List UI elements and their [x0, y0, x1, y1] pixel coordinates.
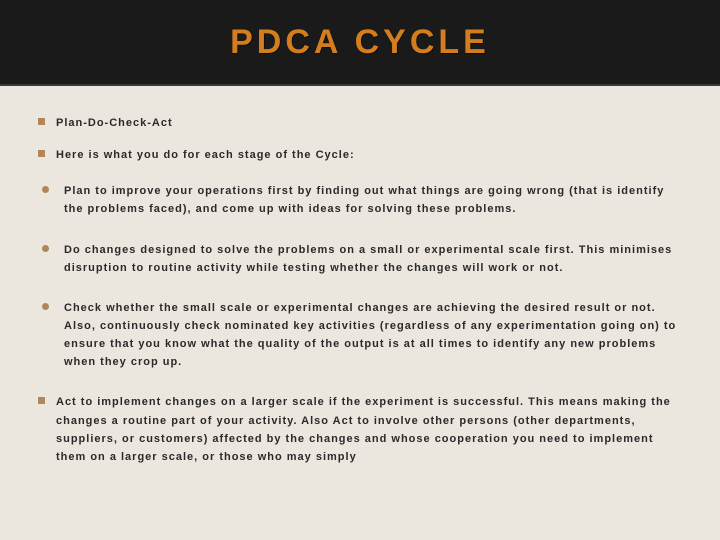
- intro-item: Plan-Do-Check-Act: [34, 114, 686, 132]
- slide-content: Plan-Do-Check-Act Here is what you do fo…: [0, 86, 720, 506]
- intro-list: Plan-Do-Check-Act Here is what you do fo…: [34, 114, 686, 164]
- list-item: Check whether the small scale or experim…: [34, 299, 686, 372]
- list-item: Plan to improve your operations first by…: [34, 182, 686, 218]
- slide-title: PDCA CYCLE: [230, 23, 490, 62]
- list-item: Act to implement changes on a larger sca…: [34, 393, 686, 466]
- slide-header: PDCA CYCLE: [0, 0, 720, 86]
- list-item: Do changes designed to solve the problem…: [34, 241, 686, 277]
- body-list: Plan to improve your operations first by…: [34, 182, 686, 466]
- intro-item: Here is what you do for each stage of th…: [34, 146, 686, 164]
